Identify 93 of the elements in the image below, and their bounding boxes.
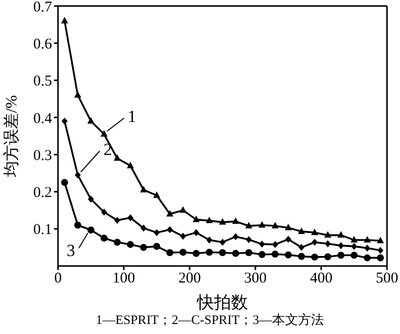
point xyxy=(166,210,174,216)
point xyxy=(364,254,371,262)
point xyxy=(219,218,226,225)
point xyxy=(87,117,94,124)
point xyxy=(272,222,279,228)
point xyxy=(192,250,200,257)
point xyxy=(272,250,279,258)
point xyxy=(232,250,240,257)
y-tick-label: 0.6 xyxy=(33,36,52,52)
point xyxy=(350,252,358,259)
annotation: 1 xyxy=(128,107,136,126)
point xyxy=(87,226,94,234)
point xyxy=(114,154,121,161)
text: 1—ESPRIT；2—C-SPRIT；3—本文方法 xyxy=(94,312,326,328)
point xyxy=(232,233,239,240)
point xyxy=(100,130,108,137)
point xyxy=(74,222,82,229)
y-tick-label: 0.3 xyxy=(33,148,52,164)
x-tick-label: 100 xyxy=(112,270,136,287)
point xyxy=(62,118,68,125)
point xyxy=(258,240,265,248)
point xyxy=(245,249,252,256)
point xyxy=(298,244,304,251)
point xyxy=(258,250,266,258)
point xyxy=(232,217,240,224)
point xyxy=(338,242,344,250)
point xyxy=(180,206,187,213)
point xyxy=(246,236,252,244)
point xyxy=(114,238,121,246)
point xyxy=(61,16,68,24)
point xyxy=(376,236,384,244)
point xyxy=(324,253,332,260)
point xyxy=(114,216,120,224)
point xyxy=(127,214,134,222)
point xyxy=(206,248,213,256)
point xyxy=(285,236,292,243)
point xyxy=(180,248,187,256)
point xyxy=(74,172,81,178)
point xyxy=(337,231,344,238)
y-tick-label: 0.7 xyxy=(33,0,52,16)
point xyxy=(350,236,358,242)
x-tick-label: 300 xyxy=(244,270,267,287)
x-tick-label: 500 xyxy=(376,270,398,287)
x-tick-label: 400 xyxy=(310,270,332,287)
point xyxy=(351,242,358,250)
point xyxy=(153,242,160,250)
point xyxy=(140,186,148,192)
point xyxy=(61,178,68,186)
point xyxy=(192,216,200,222)
point xyxy=(206,236,212,244)
point xyxy=(126,162,134,168)
point xyxy=(219,249,226,256)
point xyxy=(364,236,371,242)
point xyxy=(324,231,332,238)
x-axis-title: 快拍数 xyxy=(196,293,248,312)
point xyxy=(337,252,344,259)
point xyxy=(376,254,384,262)
point xyxy=(377,246,384,254)
point xyxy=(180,232,186,240)
x-tick-label: 200 xyxy=(178,270,201,287)
annotation: 3 xyxy=(66,240,76,260)
point xyxy=(284,251,292,258)
y-tick-label: 0.5 xyxy=(33,74,52,90)
point xyxy=(311,228,318,236)
point xyxy=(272,240,278,248)
point xyxy=(100,234,108,242)
point xyxy=(284,224,292,230)
point xyxy=(126,240,134,248)
y-tick-label: 0.1 xyxy=(33,222,52,238)
point xyxy=(312,238,318,246)
point xyxy=(140,224,147,232)
point xyxy=(245,222,252,228)
point xyxy=(140,244,148,251)
x-tick-label: 0 xyxy=(54,270,62,287)
y-axis-title: 均方误差/% xyxy=(2,95,21,178)
point xyxy=(324,240,331,248)
point xyxy=(220,238,226,246)
point xyxy=(166,226,173,234)
point xyxy=(74,91,82,98)
point xyxy=(154,229,160,236)
point xyxy=(101,208,108,216)
y-tick-label: 0.2 xyxy=(33,185,52,202)
point xyxy=(206,216,213,224)
point xyxy=(193,229,200,236)
point xyxy=(166,249,174,256)
y-tick-label: 0.4 xyxy=(33,110,52,127)
point xyxy=(311,254,318,261)
point xyxy=(258,221,266,228)
point xyxy=(153,191,160,198)
point xyxy=(88,196,94,203)
point xyxy=(298,252,305,260)
point xyxy=(364,244,370,252)
point xyxy=(298,227,305,234)
